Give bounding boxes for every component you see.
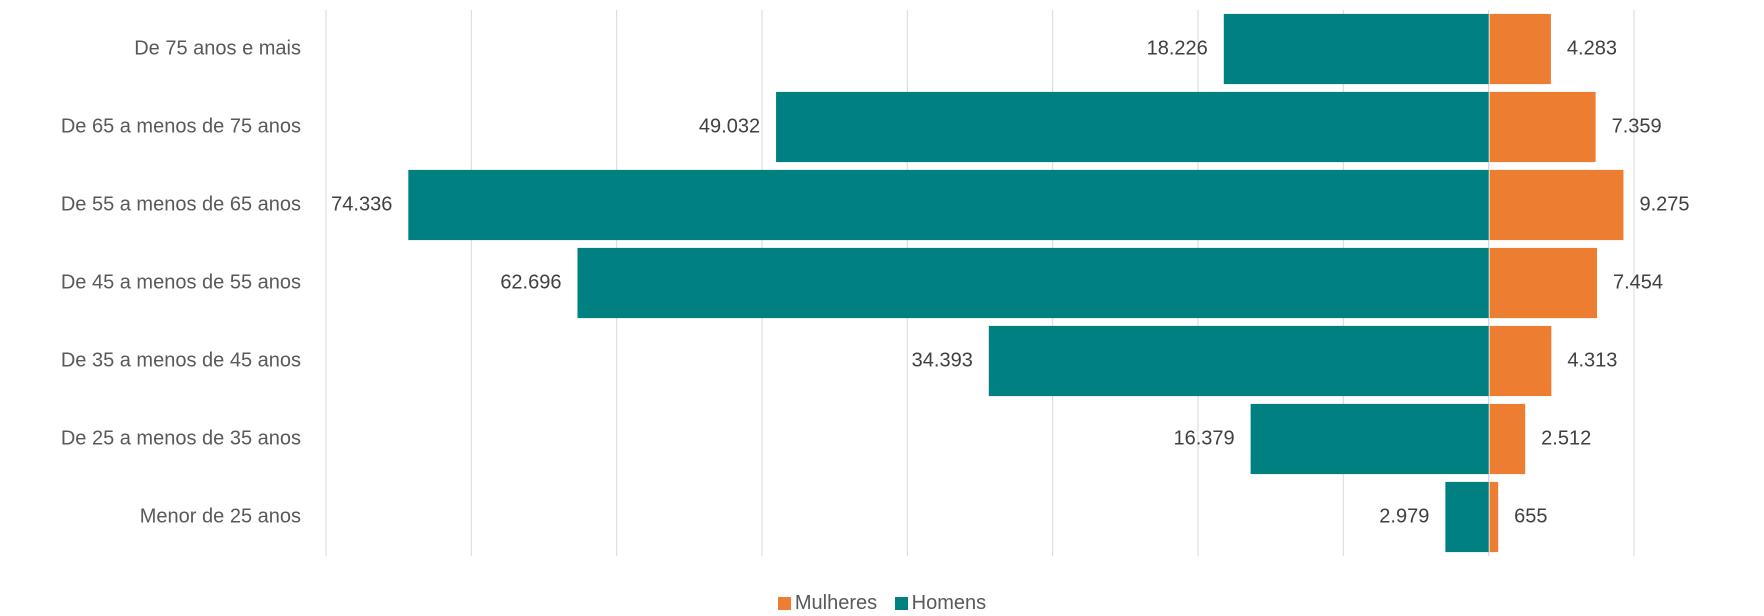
category-label: De 25 a menos de 35 anos — [61, 427, 301, 449]
value-label-mulheres: 4.283 — [1567, 37, 1617, 59]
value-label-homens: 34.393 — [912, 349, 973, 371]
bar-mulheres — [1489, 247, 1597, 319]
bars — [408, 13, 1624, 553]
value-label-mulheres: 9.275 — [1639, 193, 1689, 215]
category-label: De 35 a menos de 45 anos — [61, 349, 301, 371]
category-label: Menor de 25 anos — [140, 505, 301, 527]
bar-homens — [1250, 403, 1489, 475]
bar-mulheres — [1489, 403, 1526, 475]
category-label: De 65 a menos de 75 anos — [61, 115, 301, 137]
bar-mulheres — [1489, 325, 1552, 397]
value-label-homens: 2.979 — [1379, 505, 1429, 527]
bar-homens — [988, 325, 1489, 397]
category-labels: De 75 anos e mais De 65 a menos de 75 ano… — [61, 37, 301, 527]
value-label-homens: 16.379 — [1173, 427, 1234, 449]
value-label-homens: 62.696 — [500, 271, 561, 293]
bar-mulheres — [1489, 91, 1596, 163]
value-label-mulheres: 7.454 — [1613, 271, 1663, 293]
category-label: De 75 anos e mais — [134, 37, 301, 59]
legend-item-homens: Homens — [894, 592, 987, 615]
bar-homens — [776, 91, 1489, 163]
value-label-homens: 49.032 — [699, 115, 760, 137]
legend-label-mulheres: Mulheres — [794, 592, 878, 614]
category-label: De 45 a menos de 55 anos — [61, 271, 301, 293]
bar-homens — [577, 247, 1489, 319]
value-label-mulheres: 4.313 — [1567, 349, 1617, 371]
value-labels: 18.226 4.283 49.032 7.359 74.336 9.275 62.696 7… — [331, 37, 1689, 527]
legend-item-mulheres: Mulheres — [777, 592, 878, 615]
value-label-mulheres: 2.512 — [1541, 427, 1591, 449]
population-pyramid-chart: De 75 anos e mais De 65 a menos de 75 ano… — [61, 10, 1690, 556]
bar-mulheres — [1489, 481, 1499, 553]
legend: Mulheres Homens — [0, 592, 1764, 616]
bar-homens — [1445, 481, 1489, 553]
value-label-homens: 74.336 — [331, 193, 392, 215]
legend-swatch-homens — [894, 597, 908, 610]
bar-mulheres — [1489, 169, 1624, 241]
bar-mulheres — [1489, 13, 1551, 85]
bar-homens — [1223, 13, 1489, 85]
category-label: De 55 a menos de 65 anos — [61, 193, 301, 215]
bar-homens — [408, 169, 1489, 241]
value-label-homens: 18.226 — [1147, 37, 1208, 59]
legend-swatch-mulheres — [777, 597, 791, 610]
value-label-mulheres: 7.359 — [1612, 115, 1662, 137]
value-label-mulheres: 655 — [1514, 505, 1547, 527]
legend-label-homens: Homens — [911, 592, 987, 614]
